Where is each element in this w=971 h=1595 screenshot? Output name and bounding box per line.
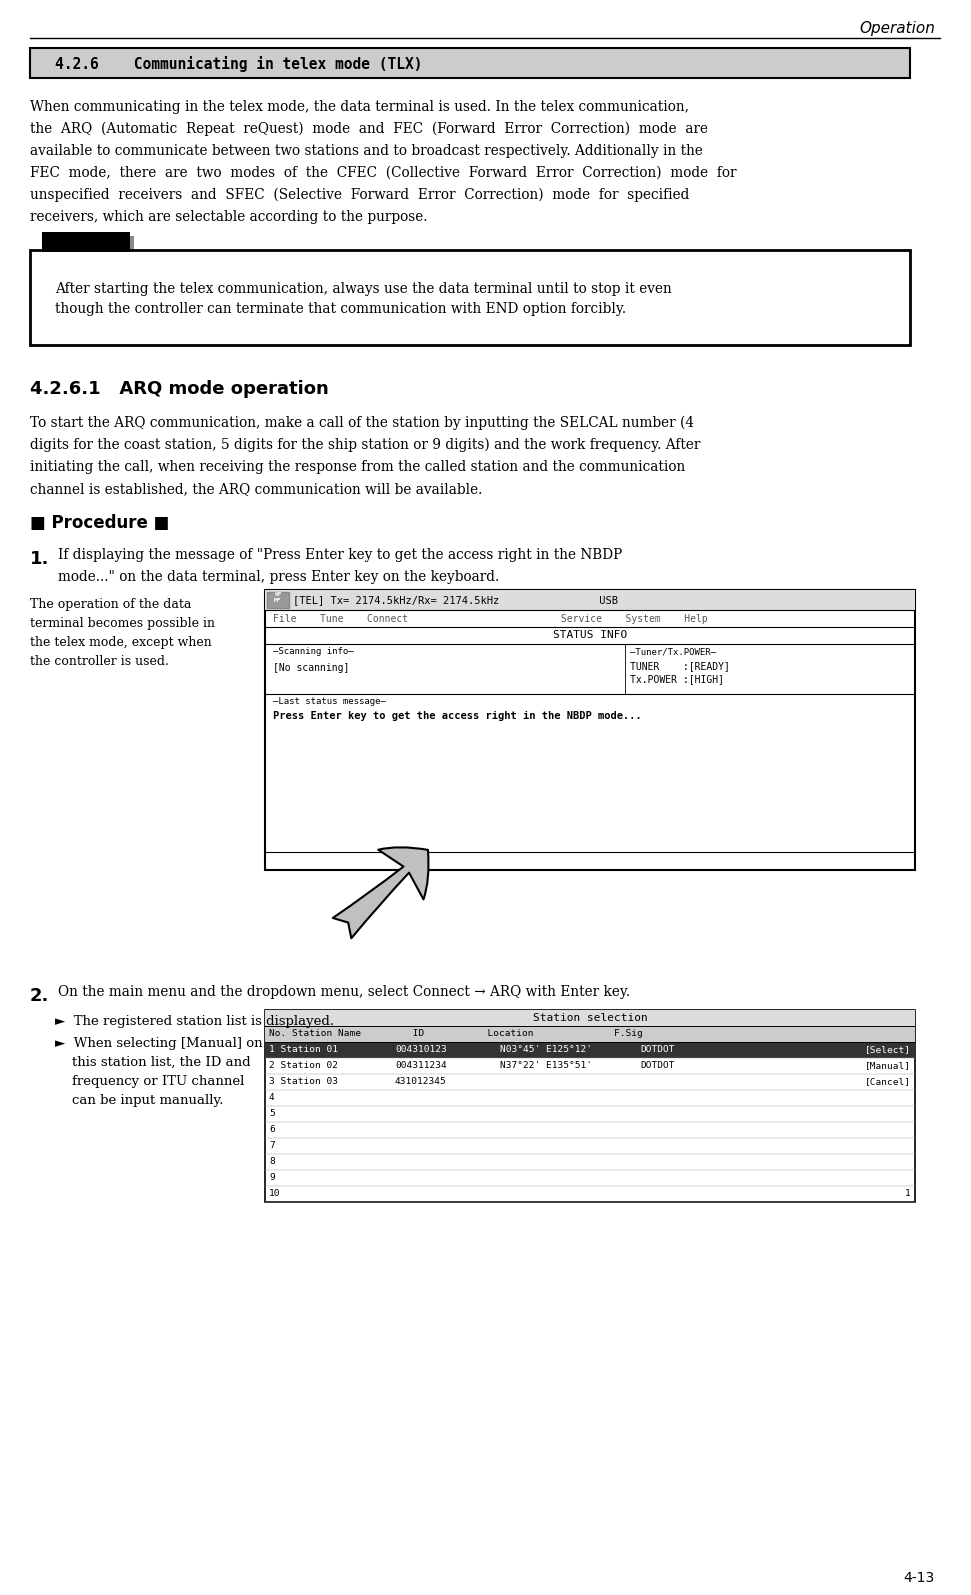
Text: 4: 4 (269, 1094, 275, 1102)
Text: 3 Station 03: 3 Station 03 (269, 1078, 338, 1086)
Text: 1: 1 (905, 1190, 911, 1198)
Text: can be input manually.: can be input manually. (72, 1094, 223, 1107)
Text: ►  When selecting [Manual] on: ► When selecting [Manual] on (55, 1037, 262, 1050)
Text: terminal becomes possible in: terminal becomes possible in (30, 617, 215, 630)
Text: MF: MF (274, 598, 282, 603)
Text: 4-13: 4-13 (904, 1571, 935, 1585)
Text: [Cancel]: [Cancel] (865, 1078, 911, 1086)
Text: the  ARQ  (Automatic  Repeat  reQuest)  mode  and  FEC  (Forward  Error  Correct: the ARQ (Automatic Repeat reQuest) mode … (30, 121, 708, 137)
Text: No. Station Name         ID           Location              F.Sig: No. Station Name ID Location F.Sig (269, 1029, 643, 1038)
Text: 2 Station 02: 2 Station 02 (269, 1062, 338, 1070)
Text: [Manual]: [Manual] (865, 1062, 911, 1070)
Text: Attention: Attention (53, 255, 119, 268)
Text: 8: 8 (269, 1158, 275, 1166)
Bar (265, 590, 915, 869)
Text: 10: 10 (269, 1190, 281, 1198)
Text: —Tuner/Tx.POWER—: —Tuner/Tx.POWER— (630, 648, 716, 657)
Text: File    Tune    Connect                          Service    System    Help: File Tune Connect Service System Help (273, 614, 708, 624)
Text: ■ Procedure ■: ■ Procedure ■ (30, 514, 169, 533)
Text: 2.: 2. (30, 987, 50, 1005)
Text: 431012345: 431012345 (395, 1078, 447, 1086)
Bar (46, 236, 134, 257)
Bar (265, 1026, 915, 1042)
Text: To start the ARQ communication, make a call of the station by inputting the SELC: To start the ARQ communication, make a c… (30, 416, 694, 431)
Text: receivers, which are selectable according to the purpose.: receivers, which are selectable accordin… (30, 211, 427, 223)
Text: DOTDOT: DOTDOT (640, 1062, 675, 1070)
Text: though the controller can terminate that communication with END option forcibly.: though the controller can terminate that… (55, 301, 626, 316)
Text: Station selection: Station selection (533, 1013, 648, 1022)
Text: TUNER    :[READY]: TUNER :[READY] (630, 660, 730, 671)
Bar (42, 231, 130, 252)
Text: When communicating in the telex mode, the data terminal is used. In the telex co: When communicating in the telex mode, th… (30, 100, 689, 113)
Text: available to communicate between two stations and to broadcast respectively. Add: available to communicate between two sta… (30, 144, 703, 158)
Text: Press Enter key to get the access right in the NBDP mode...: Press Enter key to get the access right … (273, 711, 642, 721)
Bar (265, 590, 915, 609)
Text: [Select]: [Select] (865, 1045, 911, 1054)
Text: 5: 5 (269, 1110, 275, 1118)
Text: channel is established, the ARQ communication will be available.: channel is established, the ARQ communic… (30, 482, 483, 496)
Text: this station list, the ID and: this station list, the ID and (72, 1056, 251, 1069)
Text: The operation of the data: The operation of the data (30, 598, 191, 611)
Text: N37°22' E135°51': N37°22' E135°51' (500, 1062, 592, 1070)
Text: N03°45' E125°12': N03°45' E125°12' (500, 1045, 592, 1054)
Text: initiating the call, when receiving the response from the called station and the: initiating the call, when receiving the … (30, 459, 686, 474)
Text: [No scanning]: [No scanning] (273, 664, 350, 673)
Text: 4.2.6.1   ARQ mode operation: 4.2.6.1 ARQ mode operation (30, 380, 329, 399)
Text: 6: 6 (269, 1126, 275, 1134)
Text: Operation: Operation (859, 21, 935, 35)
Text: mode..." on the data terminal, press Enter key on the keyboard.: mode..." on the data terminal, press Ent… (58, 569, 499, 584)
Text: frequency or ITU channel: frequency or ITU channel (72, 1075, 245, 1088)
Bar (267, 592, 289, 608)
Text: 7: 7 (269, 1142, 275, 1150)
Bar (30, 48, 910, 78)
Text: 4.2.6    Communicating in telex mode (TLX): 4.2.6 Communicating in telex mode (TLX) (55, 56, 422, 72)
Bar (265, 1010, 915, 1203)
Text: —Last status message—: —Last status message— (273, 697, 385, 707)
Bar (265, 1042, 915, 1057)
Text: 1 Station 01: 1 Station 01 (269, 1045, 338, 1054)
Text: unspecified  receivers  and  SFEC  (Selective  Forward  Error  Correction)  mode: unspecified receivers and SFEC (Selectiv… (30, 188, 689, 203)
Text: After starting the telex communication, always use the data terminal until to st: After starting the telex communication, … (55, 282, 672, 297)
Text: If displaying the message of "Press Enter key to get the access right in the NBD: If displaying the message of "Press Ente… (58, 549, 622, 561)
Text: ►  The registered station list is displayed.: ► The registered station list is display… (55, 1014, 334, 1029)
Text: [TEL] Tx= 2174.5kHz/Rx= 2174.5kHz                USB: [TEL] Tx= 2174.5kHz/Rx= 2174.5kHz USB (293, 595, 618, 605)
Text: 004311234: 004311234 (395, 1062, 447, 1070)
Text: STATUS INFO: STATUS INFO (552, 630, 627, 641)
Text: Tx.POWER :[HIGH]: Tx.POWER :[HIGH] (630, 675, 724, 684)
Text: the controller is used.: the controller is used. (30, 656, 169, 668)
Text: —Scanning info—: —Scanning info— (273, 648, 353, 657)
Text: digits for the coast station, 5 digits for the ship station or 9 digits) and the: digits for the coast station, 5 digits f… (30, 439, 700, 453)
Text: On the main menu and the dropdown menu, select Connect → ARQ with Enter key.: On the main menu and the dropdown menu, … (58, 986, 630, 998)
Text: 004310123: 004310123 (395, 1045, 447, 1054)
Text: DOTDOT: DOTDOT (640, 1045, 675, 1054)
Text: 1.: 1. (30, 550, 50, 568)
Text: HF: HF (274, 592, 282, 598)
Bar (265, 1010, 915, 1026)
Text: FEC  mode,  there  are  two  modes  of  the  CFEC  (Collective  Forward  Error  : FEC mode, there are two modes of the CFE… (30, 166, 736, 180)
Bar (42, 231, 130, 252)
Text: the telex mode, except when: the telex mode, except when (30, 636, 212, 649)
Bar (30, 250, 910, 345)
Text: 9: 9 (269, 1174, 275, 1182)
